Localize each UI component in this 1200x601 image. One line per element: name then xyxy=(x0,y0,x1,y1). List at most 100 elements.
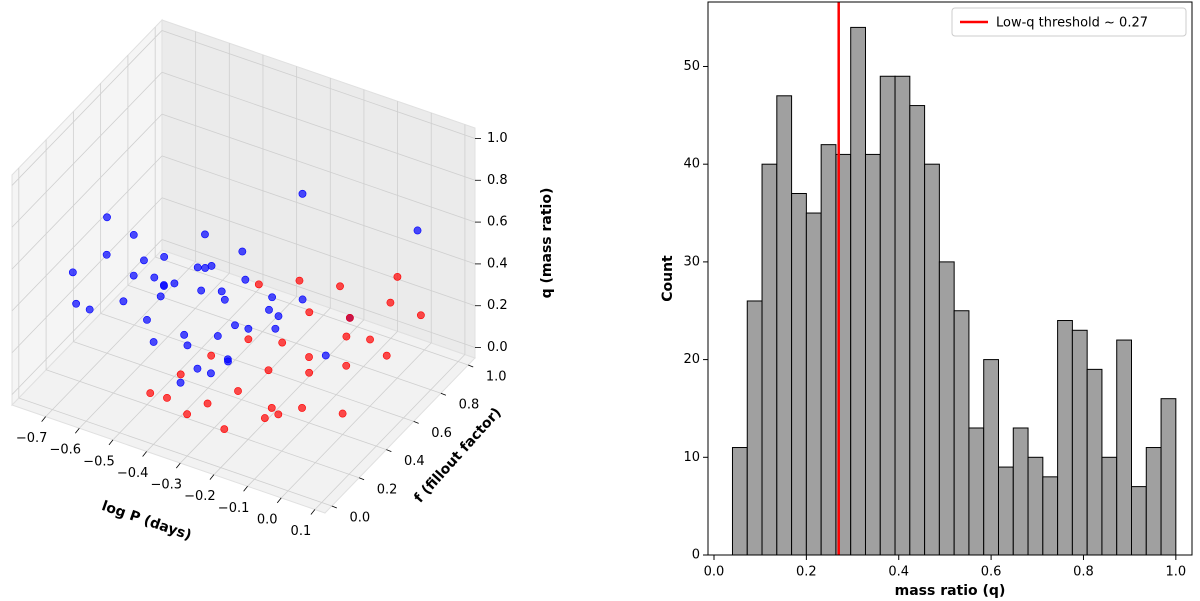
point xyxy=(305,308,314,317)
point xyxy=(207,351,216,360)
point xyxy=(176,370,185,379)
grid-line xyxy=(213,319,365,475)
point xyxy=(103,213,111,222)
y-tick xyxy=(468,364,474,368)
y-tick-label: 20 xyxy=(683,352,700,367)
bar xyxy=(983,359,999,556)
y-tick-label: 40 xyxy=(683,157,700,172)
x-tick-label: −0.6 xyxy=(50,443,82,458)
point xyxy=(143,315,151,324)
bar xyxy=(1027,456,1044,556)
grid-line xyxy=(161,197,476,307)
point xyxy=(129,230,138,239)
point xyxy=(146,389,155,398)
y-tick-label: 10 xyxy=(683,450,700,465)
point xyxy=(85,305,94,314)
grid-line xyxy=(11,113,163,270)
point xyxy=(278,338,287,347)
point xyxy=(160,252,169,261)
bar xyxy=(968,427,985,556)
point xyxy=(267,404,276,412)
bar xyxy=(1131,486,1147,556)
x-tick xyxy=(74,427,80,434)
bar xyxy=(746,300,763,556)
bar xyxy=(1012,427,1029,556)
point xyxy=(170,279,179,288)
point xyxy=(336,282,344,291)
legend-box xyxy=(951,7,1187,37)
point xyxy=(193,263,202,272)
y-tick-label: 30 xyxy=(683,254,700,269)
x-tick-label: −0.4 xyxy=(117,466,149,481)
point xyxy=(159,281,168,289)
x-tick xyxy=(41,416,46,422)
grid-line xyxy=(161,155,476,265)
bar xyxy=(894,75,911,556)
point xyxy=(268,293,277,302)
bar xyxy=(731,447,748,556)
grid-line xyxy=(127,284,442,394)
x-tick-label: 0.4 xyxy=(888,565,909,580)
x-tick-label: −0.2 xyxy=(184,489,216,504)
grid-line xyxy=(45,369,360,479)
point xyxy=(241,275,250,284)
grid-line xyxy=(161,113,476,223)
x-axis-label: mass ratio (q) xyxy=(895,583,1006,599)
bar xyxy=(820,144,837,556)
point xyxy=(342,361,351,370)
x-tick xyxy=(108,439,114,446)
point xyxy=(416,311,425,320)
point xyxy=(176,378,185,387)
grid-line xyxy=(11,239,163,395)
y-tick-label: 1.0 xyxy=(486,370,507,385)
x-tick-label: −0.7 xyxy=(16,431,48,446)
x-tick xyxy=(276,497,282,504)
y-tick xyxy=(440,392,447,396)
point xyxy=(264,366,273,375)
point xyxy=(244,335,253,344)
grid-line xyxy=(179,307,331,464)
y-axis-label: Count xyxy=(660,255,676,302)
point xyxy=(220,425,229,434)
bar xyxy=(1042,476,1059,556)
point xyxy=(231,321,239,330)
point xyxy=(295,276,304,285)
bar xyxy=(909,105,926,556)
point xyxy=(386,298,395,307)
x-tick-label: 0.6 xyxy=(981,565,1002,580)
point xyxy=(203,399,212,408)
point xyxy=(207,262,216,270)
point xyxy=(183,341,192,350)
x-tick xyxy=(175,462,181,469)
bar xyxy=(953,310,970,556)
y-tick-label: 0 xyxy=(692,548,700,563)
point xyxy=(234,387,242,395)
point xyxy=(217,287,226,296)
point xyxy=(345,313,354,322)
point xyxy=(254,280,263,289)
bar xyxy=(1086,368,1103,556)
point xyxy=(413,226,422,235)
point xyxy=(238,247,247,256)
x-tick-label: 1.0 xyxy=(1165,565,1186,580)
point xyxy=(140,256,148,265)
point xyxy=(244,324,253,333)
point xyxy=(213,332,222,340)
grid-line xyxy=(45,261,196,417)
point xyxy=(223,355,232,364)
z-tick-label: 1.0 xyxy=(487,131,508,146)
legend-label: Low-q threshold ~ 0.27 xyxy=(996,16,1148,31)
point xyxy=(342,332,351,341)
x-tick xyxy=(142,451,147,457)
point xyxy=(321,351,330,360)
x-tick xyxy=(243,486,248,492)
point xyxy=(298,295,307,304)
bar xyxy=(805,212,822,556)
z-axis-label: q (mass ratio) xyxy=(539,188,555,299)
x-tick-label: 0.8 xyxy=(1073,565,1094,580)
grid-line xyxy=(11,30,163,186)
point xyxy=(119,297,128,306)
point xyxy=(68,268,77,277)
